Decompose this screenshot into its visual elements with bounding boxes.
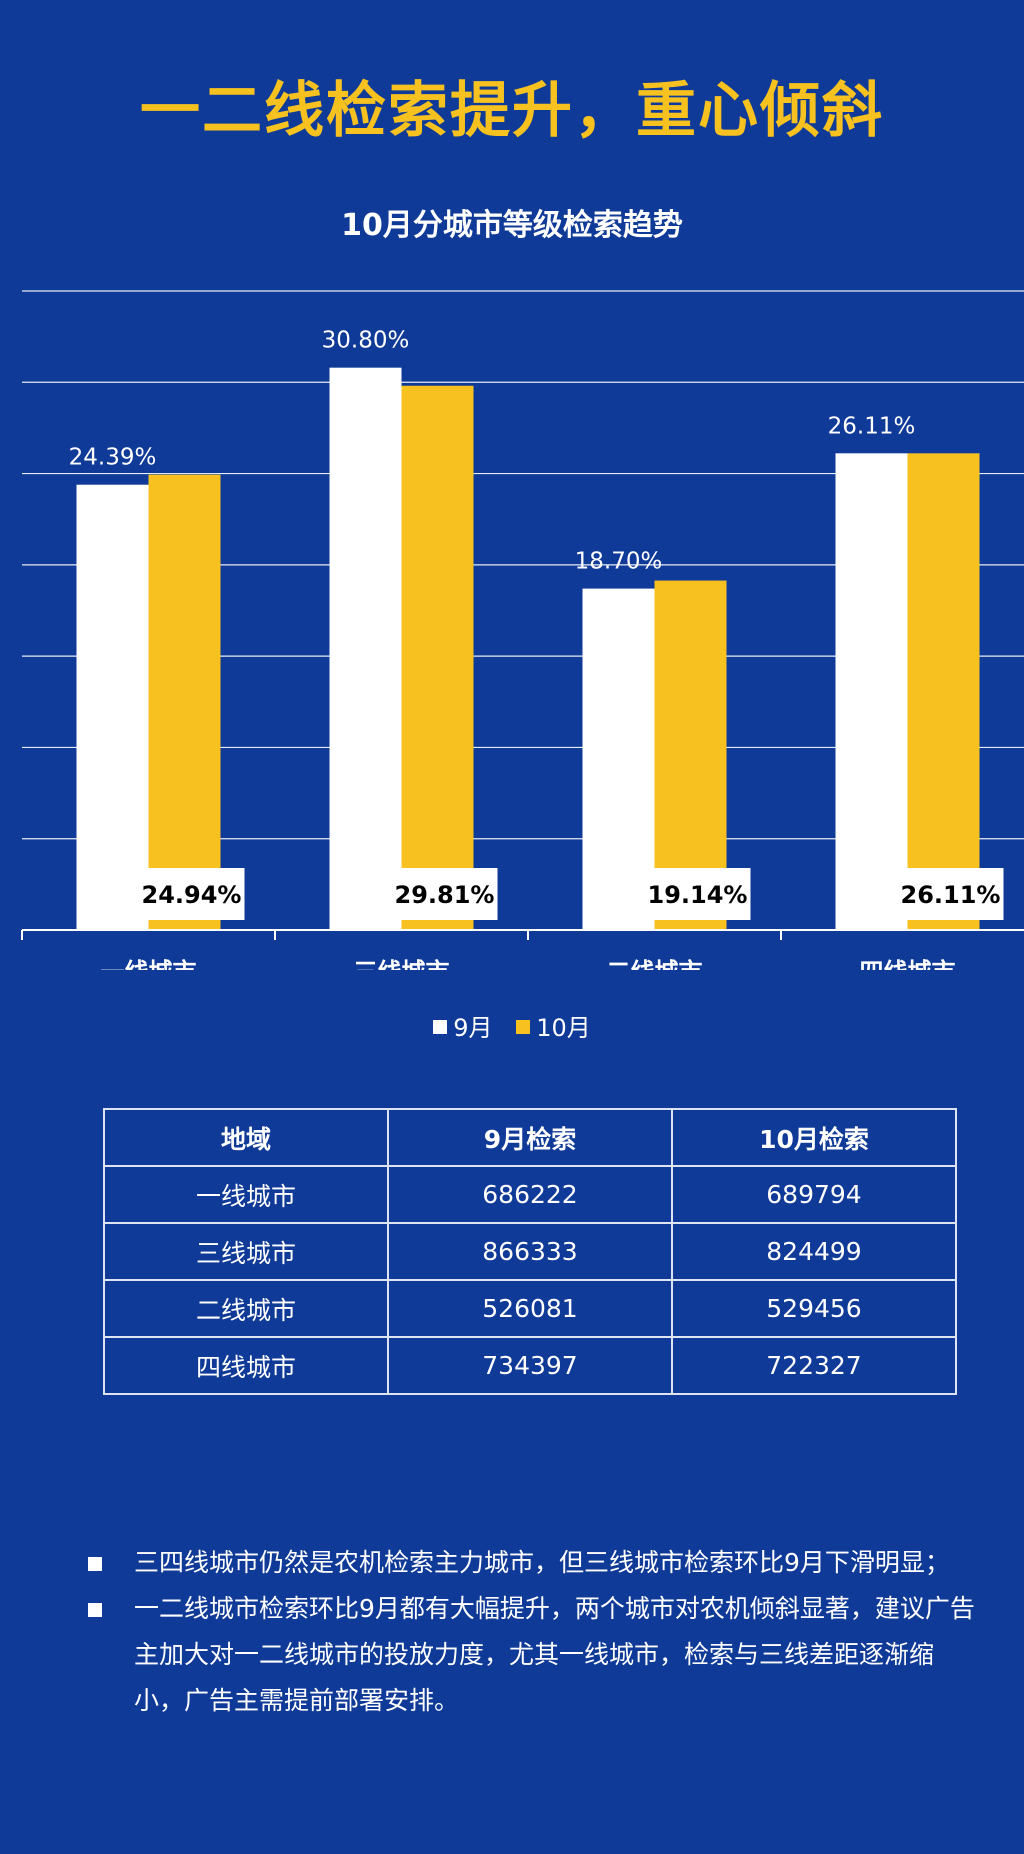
header-region: 地域	[103, 1108, 389, 1167]
table-cell-region: 四线城市	[103, 1336, 389, 1395]
table-row: 四线城市 734397 722327	[103, 1336, 957, 1395]
table-cell-oct: 689794	[671, 1165, 957, 1224]
bar-oct	[907, 453, 980, 930]
table-cell-sep: 734397	[387, 1336, 673, 1395]
chart-legend: 9月 10月	[0, 1008, 1024, 1043]
data-label-oct: 19.14%	[648, 881, 748, 909]
legend-swatch-sep	[433, 1020, 448, 1034]
note-text: 一二线城市检索环比9月都有大幅提升，两个城市对农机倾斜显著，建议广告主加大对一二…	[134, 1594, 975, 1715]
data-label-sep: 26.11%	[828, 413, 916, 439]
bar-oct	[401, 385, 474, 930]
table-cell-sep: 866333	[387, 1222, 673, 1281]
page-headline: 一二线检索提升，重心倾斜	[140, 76, 884, 146]
data-label-oct: 29.81%	[395, 881, 495, 909]
data-label-box-oct	[138, 868, 245, 920]
data-label-sep: 30.80%	[322, 328, 410, 354]
legend-item-oct: 10月	[516, 1008, 591, 1043]
category-tick-label: 四线城市	[860, 958, 956, 970]
bar-sep	[76, 484, 149, 930]
table-row: 一线城市 686222 689794	[103, 1165, 957, 1224]
note-text: 三四线城市仍然是农机检索主力城市，但三线城市检索环比9月下滑明显；	[134, 1548, 950, 1577]
data-label-sep: 18.70%	[575, 549, 663, 575]
bar-sep	[582, 588, 655, 930]
bullet-square-icon	[88, 1603, 102, 1617]
category-tick-label: 三线城市	[354, 958, 450, 970]
table-cell-oct: 824499	[671, 1222, 957, 1281]
legend-item-sep: 9月	[433, 1008, 493, 1043]
data-label-box-oct	[391, 868, 498, 920]
notes-list: 三四线城市仍然是农机检索主力城市，但三线城市检索环比9月下滑明显； 一二线城市检…	[88, 1540, 978, 1724]
category-tick-label: 二线城市	[607, 958, 703, 970]
table-row: 二线城市 526081 529456	[103, 1279, 957, 1338]
table-cell-region: 二线城市	[103, 1279, 389, 1338]
legend-label-oct: 10月	[536, 1014, 591, 1042]
table-cell-sep: 526081	[387, 1279, 673, 1338]
table-row: 三线城市 866333 824499	[103, 1222, 957, 1281]
note-item: 三四线城市仍然是农机检索主力城市，但三线城市检索环比9月下滑明显；	[88, 1540, 978, 1586]
data-label-oct: 24.94%	[142, 881, 242, 909]
bar-chart: 24.39% 24.94% 一线城市 30.80% 29.81% 三线城市 18.70% 19…	[21, 290, 1024, 970]
data-label-oct: 26.11%	[901, 881, 1001, 909]
search-volume-table: 地域 9月检索 10月检索 一线城市 686222 689794 三线城市 86…	[103, 1108, 957, 1395]
bar-sep	[329, 367, 402, 930]
table-cell-oct: 722327	[671, 1336, 957, 1395]
bar-oct	[148, 474, 221, 930]
table-cell-sep: 686222	[387, 1165, 673, 1224]
bullet-square-icon	[88, 1557, 102, 1571]
data-label-box-oct	[644, 868, 751, 920]
chart-title: 10月分城市等级检索趋势	[341, 208, 683, 243]
table-cell-oct: 529456	[671, 1279, 957, 1338]
bar-sep	[835, 453, 908, 930]
table-cell-region: 三线城市	[103, 1222, 389, 1281]
header-oct-search: 10月检索	[671, 1108, 957, 1167]
table-cell-region: 一线城市	[103, 1165, 389, 1224]
legend-label-sep: 9月	[453, 1014, 493, 1042]
table-header-row: 地域 9月检索 10月检索	[103, 1108, 957, 1167]
note-item: 一二线城市检索环比9月都有大幅提升，两个城市对农机倾斜显著，建议广告主加大对一二…	[88, 1586, 978, 1724]
legend-swatch-oct	[516, 1020, 531, 1034]
data-label-sep: 24.39%	[69, 445, 157, 471]
header-sep-search: 9月检索	[387, 1108, 673, 1167]
data-label-box-oct	[897, 868, 1004, 920]
category-tick-label: 一线城市	[101, 958, 197, 970]
